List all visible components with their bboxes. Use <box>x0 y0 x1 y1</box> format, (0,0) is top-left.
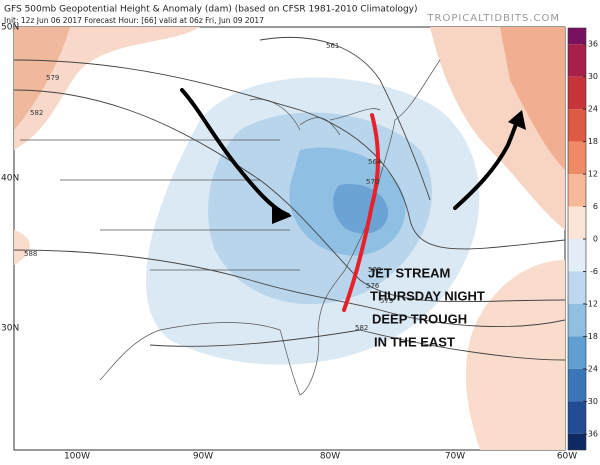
colorbar-segment <box>568 76 586 110</box>
colorbar-tick-label: 36 <box>588 40 598 49</box>
arrowhead <box>272 204 292 224</box>
colorbar-tick-label: 12 <box>588 170 598 179</box>
warm-anomaly <box>465 260 565 450</box>
colorbar-segment <box>568 109 586 142</box>
colorbar-tick-label: -6 <box>590 267 598 276</box>
lat-label: 50N <box>1 23 19 33</box>
colorbar-tick-label: 30 <box>588 72 598 81</box>
warm-anomaly <box>14 27 200 150</box>
contour-label: 570 <box>366 178 379 186</box>
contour-label: 561 <box>326 42 339 50</box>
colorbar-segment <box>568 401 586 434</box>
colorbar-segment <box>568 206 586 239</box>
colorbar-segment <box>568 271 586 304</box>
jet-stream-line <box>342 113 380 312</box>
colorbar-segment <box>568 303 586 337</box>
arrowhead <box>508 110 526 130</box>
colorbar-tick-label: 0 <box>593 235 598 244</box>
colorbar-tick-label: -12 <box>585 299 598 308</box>
contour-label: 588 <box>24 250 37 258</box>
annotation-text: JET STREAM <box>368 265 450 280</box>
map-title: GFS 500mb Geopotential Height & Anomaly … <box>4 5 418 15</box>
lon-label: 90W <box>193 452 213 462</box>
height-contours <box>13 36 566 361</box>
colorbar-segment <box>568 368 586 402</box>
warm-anomaly <box>14 27 70 130</box>
colorbar-segment <box>568 174 586 207</box>
colorbar-tick-label: 18 <box>588 137 598 146</box>
colorbar-segment <box>568 44 586 77</box>
contour-label: 579 <box>380 297 393 305</box>
colorbar-segment <box>568 433 586 450</box>
annotation-text: IN THE EAST <box>374 334 455 349</box>
colorbar-segment <box>568 239 586 272</box>
site-name: TROPICALTIDBITS.COM <box>426 13 560 24</box>
annotation: JET STREAM THURSDAY NIGHT DEEP TROUGH IN TH… <box>368 265 485 349</box>
colorbar-tick-label: -30 <box>585 397 598 406</box>
warm-anomaly <box>14 230 30 265</box>
colorbar-tick-label: 24 <box>588 105 598 114</box>
colorbar-tick-label: -18 <box>585 332 598 341</box>
lon-label: 60W <box>557 452 577 462</box>
colorbar-tick-label: -24 <box>585 364 598 373</box>
colorbar: 36 30 24 18 12 6 0 -6 -12 -18 -24 -30 -36 <box>567 27 598 451</box>
lat-label: 30N <box>1 324 19 334</box>
contour-label: 582 <box>355 324 368 332</box>
contour-label: 573 <box>368 266 381 274</box>
lon-label: 80W <box>320 452 340 462</box>
contour-label: 564 <box>368 158 382 166</box>
warm-anomaly <box>500 27 565 170</box>
contour-label: 579 <box>46 74 59 82</box>
map-subtitle: Init: 12z Jun 06 2017 Forecast Hour: [66… <box>4 16 264 25</box>
colorbar-tick-label: 6 <box>593 202 598 211</box>
annotation-text: DEEP TROUGH <box>372 311 467 326</box>
coastlines <box>20 59 441 396</box>
lon-label: 100W <box>64 452 90 462</box>
lat-label: 40N <box>1 174 19 184</box>
flow-arrow <box>453 116 520 210</box>
colorbar-segment <box>568 141 586 175</box>
colorbar-segment <box>568 336 586 369</box>
annotation-text: THURSDAY NIGHT <box>370 288 485 303</box>
contour-label: 582 <box>30 109 43 117</box>
colorbar-segment <box>568 28 586 45</box>
contour-label: 576 <box>366 282 380 290</box>
map-area <box>13 26 566 451</box>
colorbar-tick-label: -36 <box>585 429 598 438</box>
lon-label: 70W <box>445 452 465 462</box>
map-labels: 50N 40N 30N 100W 90W 80W 70W 60W 561 579 582 588 570… <box>1 23 577 462</box>
